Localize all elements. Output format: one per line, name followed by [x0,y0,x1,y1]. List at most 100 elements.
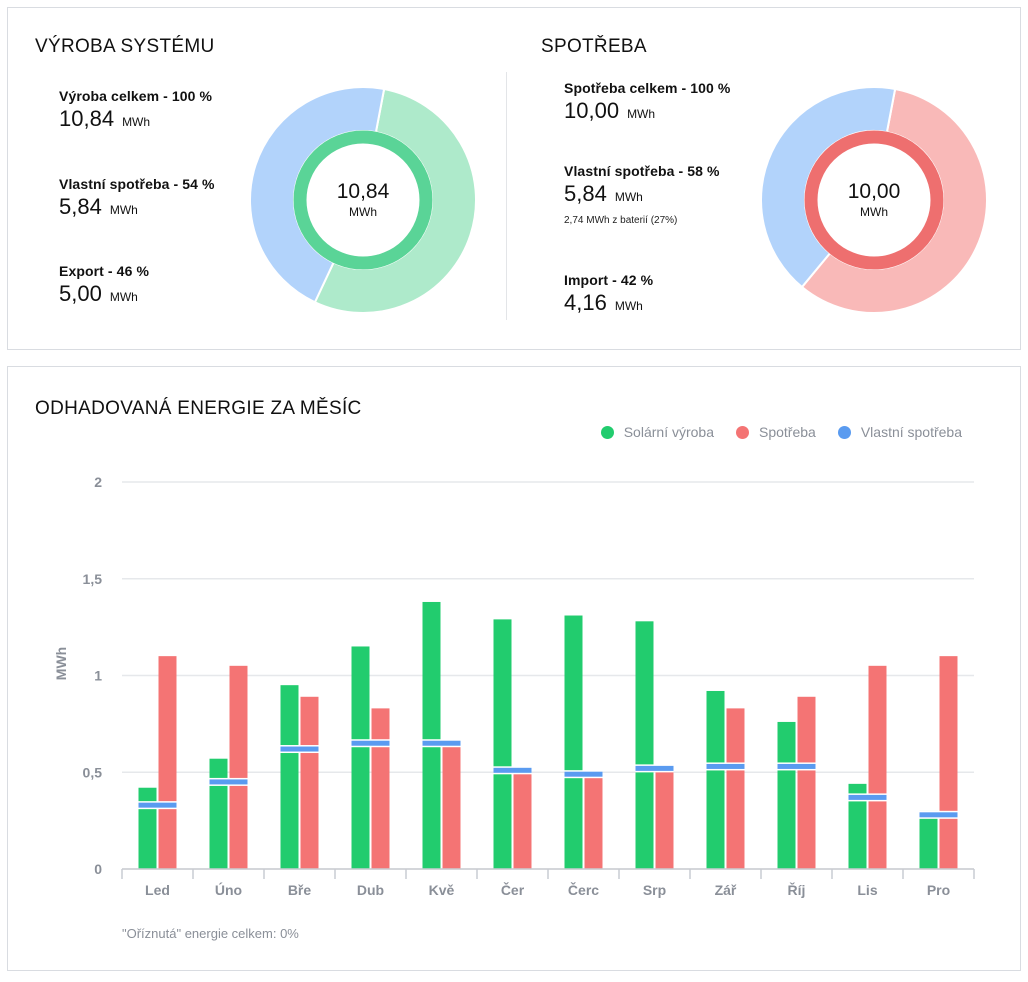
battery-note: 2,74 MWh z baterií (27%) [564,215,678,226]
y-tick-label: 0,5 [83,764,103,780]
bar-consumption[interactable] [442,745,461,869]
consumption-total-unit: MWh [627,107,656,121]
production-total-unit: MWh [122,115,151,129]
bar-solar[interactable] [138,787,157,869]
bar-solar[interactable] [919,810,938,869]
x-tick-label: Čer [501,881,525,898]
marker-self-consumption[interactable] [138,802,177,808]
marker-self-consumption[interactable] [351,740,390,746]
production-total-label: Výroba celkem - 100 % [59,88,213,104]
chart-legend: Solární výroba Spotřeba Vlastní spotřeba [600,424,962,440]
legend-label-solar: Solární výroba [623,424,714,440]
marker-self-consumption[interactable] [635,765,674,771]
marker-self-consumption[interactable] [493,767,532,773]
marker-self-consumption[interactable] [848,794,887,800]
consumption-import-value: 4,16 [564,290,607,315]
production-total-stat: Výroba celkem - 100 % 10,84 MWh [59,88,212,132]
production-export-stat: Export - 46 % 5,00 MWh [59,263,149,307]
consumption-self-value: 5,84 [564,181,607,206]
bars [138,601,958,869]
legend-label-self: Vlastní spotřeba [860,424,962,440]
bar-solar[interactable] [209,758,228,869]
consumption-total-stat: Spotřeba celkem - 100 % 10,00 MWh [564,80,731,124]
bar-consumption[interactable] [868,665,887,869]
monthly-title: ODHADOVANÁ ENERGIE ZA MĚSÍC [35,398,362,419]
consumption-total-label: Spotřeba celkem - 100 % [564,80,731,96]
consumption-total-value: 10,00 [564,98,620,123]
production-self-unit: MWh [109,203,138,217]
bar-solar[interactable] [493,619,512,869]
y-tick-label: 1 [94,668,102,684]
marker-self-consumption[interactable] [564,771,603,777]
production-center-unit: MWh [349,205,377,219]
legend-dot-consumption [736,425,749,439]
legend-dot-self [837,425,851,439]
bar-solar[interactable] [564,615,583,869]
bar-consumption[interactable] [300,696,319,869]
x-tick-label: Pro [927,882,950,898]
legend-item-solar[interactable]: Solární výroba [600,424,714,440]
legend-dot-solar [600,425,614,439]
y-tick-label: 1,5 [83,571,103,587]
consumption-self-stat: Vlastní spotřeba - 58 % 5,84 MWh 2,74 MWh… [564,163,720,226]
y-tick-label: 0 [94,861,102,877]
bar-consumption[interactable] [584,774,603,869]
consumption-self-unit: MWh [614,190,643,204]
consumption-import-stat: Import - 42 % 4,16 MWh [564,272,653,316]
bar-consumption[interactable] [158,656,177,869]
production-inner-ring [293,130,433,270]
bar-solar[interactable] [351,646,370,869]
x-tick-label: Lis [857,882,877,898]
section-divider [506,72,507,320]
production-export-unit: MWh [109,290,138,304]
bar-consumption[interactable] [513,770,532,869]
x-tick-label: Kvě [429,882,455,898]
x-axis: Led Úno Bře Dub Kvě Čer Čerc Srp Zář Říj Lis Pro [121,868,975,898]
x-tick-label: Čerc [568,881,599,898]
production-export-label: Export - 46 % [59,263,149,279]
consumption-title: SPOTŘEBA [541,36,647,57]
bar-solar[interactable] [280,685,299,869]
production-title: VÝROBA SYSTÉMU [35,36,215,57]
x-tick-label: Bře [288,882,312,898]
bar-solar[interactable] [635,621,654,869]
production-center-value: 10,84 [337,180,390,203]
bar-solar[interactable] [422,601,441,869]
consumption-import-unit: MWh [614,299,643,313]
marker-self-consumption[interactable] [209,779,248,785]
marker-self-consumption[interactable] [919,812,958,818]
bar-consumption[interactable] [371,708,390,869]
production-total-value: 10,84 [59,106,115,131]
production-donut: 10,84 MWh [249,86,477,314]
production-self-label: Vlastní spotřeba - 54 % [59,176,215,192]
x-tick-label: Srp [643,882,666,898]
production-self-value: 5,84 [59,194,102,219]
x-tick-label: Říj [788,881,806,898]
consumption-donut: 10,00 MWh [760,86,988,314]
legend-item-consumption[interactable]: Spotřeba [736,424,816,440]
consumption-center-unit: MWh [860,205,888,219]
marker-self-consumption[interactable] [777,763,816,769]
bar-consumption[interactable] [939,656,958,869]
x-tick-label: Dub [357,882,384,898]
marker-self-consumption[interactable] [280,746,319,752]
consumption-inner-ring [804,130,944,270]
bar-solar[interactable] [777,721,796,869]
bar-solar[interactable] [848,783,867,869]
marker-self-consumption[interactable] [706,763,745,769]
production-self-stat: Vlastní spotřeba - 54 % 5,84 MWh [59,176,215,220]
bar-consumption[interactable] [229,665,248,869]
bar-consumption[interactable] [726,708,745,869]
legend-item-self[interactable]: Vlastní spotřeba [837,424,962,440]
y-tick-label: 2 [94,474,102,490]
marker-self-consumption[interactable] [422,740,461,746]
y-axis-label: MWh [53,647,69,680]
bar-consumption[interactable] [655,768,674,869]
clipped-energy-note: "Oříznutá" energie celkem: 0% [122,926,299,941]
x-tick-label: Led [145,882,170,898]
legend-label-consumption: Spotřeba [759,424,816,440]
consumption-center-value: 10,00 [848,180,901,203]
bar-consumption[interactable] [797,696,816,869]
bar-solar[interactable] [706,690,725,869]
